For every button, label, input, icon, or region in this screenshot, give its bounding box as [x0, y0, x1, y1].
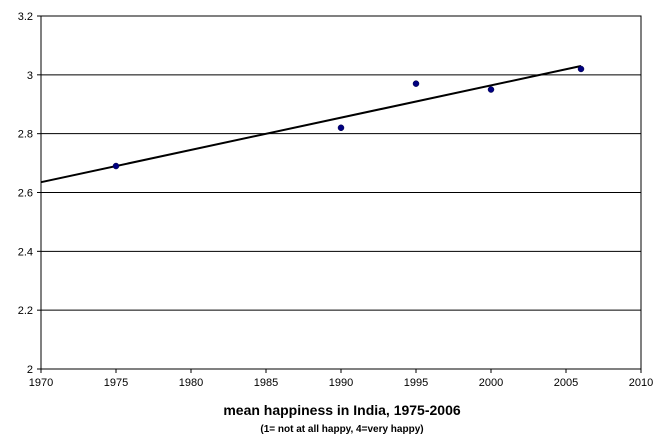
- x-tick-label: 1985: [254, 377, 278, 389]
- y-tick-label: 2.2: [18, 305, 33, 317]
- data-point: [412, 80, 420, 87]
- x-tick-label: 1975: [104, 377, 128, 389]
- y-tick-label: 3: [27, 70, 33, 82]
- data-point: [577, 65, 585, 73]
- x-tick-label: 2005: [554, 377, 578, 389]
- x-tick-label: 1970: [29, 377, 53, 389]
- x-tick-label: 1995: [404, 377, 428, 389]
- y-tick-label: 2.4: [18, 246, 33, 258]
- data-point: [337, 124, 345, 132]
- y-axis-ticks: 2 2.2 2.4 2.6 2.8 3 3.2: [18, 11, 41, 376]
- trendline: [40, 65, 582, 184]
- x-tick-label: 2000: [479, 377, 503, 389]
- data-point: [112, 162, 120, 170]
- y-tick-label: 2: [27, 364, 33, 376]
- gridlines: [41, 15, 641, 370]
- x-axis-label: mean happiness in India, 1975-2006: [223, 402, 461, 418]
- x-axis-sublabel: (1= not at all happy, 4=very happy): [260, 424, 423, 435]
- trendline-group: [40, 65, 582, 184]
- y-tick-label: 3.2: [18, 11, 33, 23]
- y-tick-label: 2.8: [18, 129, 33, 141]
- x-tick-label: 1980: [179, 377, 203, 389]
- y-tick-label: 2.6: [18, 188, 33, 200]
- data-point: [487, 86, 495, 93]
- data-points: [112, 65, 585, 170]
- x-axis-ticks: 1970 1975 1980 1985 1990 1995 2000 2005 2010: [29, 369, 653, 389]
- x-tick-label: 1990: [329, 377, 353, 389]
- x-tick-label: 2010: [629, 377, 653, 389]
